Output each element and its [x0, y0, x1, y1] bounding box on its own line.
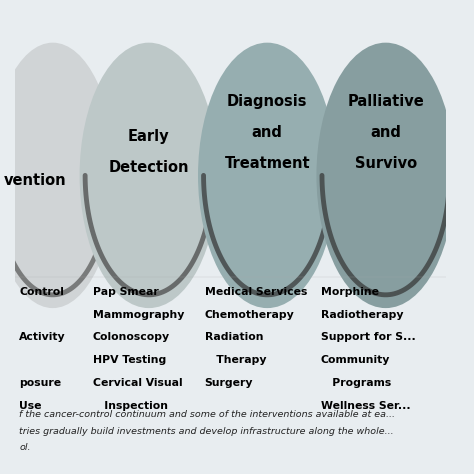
- Text: Radiation: Radiation: [205, 332, 263, 342]
- Text: Therapy: Therapy: [205, 355, 266, 365]
- Text: Early: Early: [128, 129, 170, 144]
- Text: f the cancer-control continuum and some of the interventions available at ea...: f the cancer-control continuum and some …: [19, 410, 395, 419]
- Text: Wellness Ser...: Wellness Ser...: [321, 401, 410, 410]
- Text: Morphine: Morphine: [321, 287, 379, 297]
- Text: Colonoscopy: Colonoscopy: [93, 332, 170, 342]
- Text: Pap Smear: Pap Smear: [93, 287, 159, 297]
- Text: Survivo: Survivo: [355, 156, 417, 171]
- Text: Inspection: Inspection: [93, 401, 168, 410]
- Ellipse shape: [80, 43, 218, 308]
- Text: Control: Control: [19, 287, 64, 297]
- Ellipse shape: [0, 43, 115, 308]
- Text: and: and: [252, 125, 283, 140]
- Text: Use: Use: [19, 401, 42, 410]
- Text: Mammography: Mammography: [93, 310, 184, 319]
- Ellipse shape: [317, 43, 455, 308]
- Text: HPV Testing: HPV Testing: [93, 355, 166, 365]
- Text: Palliative: Palliative: [347, 94, 424, 109]
- Text: Support for S...: Support for S...: [321, 332, 416, 342]
- Text: Treatment: Treatment: [225, 156, 310, 171]
- Text: tries gradually build investments and develop infrastructure along the whole...: tries gradually build investments and de…: [19, 427, 394, 436]
- Text: Detection: Detection: [109, 160, 189, 174]
- Text: Surgery: Surgery: [205, 378, 253, 388]
- Text: Medical Services: Medical Services: [205, 287, 307, 297]
- Text: Diagnosis: Diagnosis: [227, 94, 308, 109]
- Text: posure: posure: [19, 378, 61, 388]
- Text: Programs: Programs: [321, 378, 391, 388]
- Text: Activity: Activity: [19, 332, 66, 342]
- Bar: [10, 0, 15, 474]
- Bar: [15, 0, 462, 38]
- Text: vention: vention: [4, 173, 66, 188]
- Text: and: and: [370, 125, 401, 140]
- Text: Cervical Visual: Cervical Visual: [93, 378, 182, 388]
- Text: Community: Community: [321, 355, 390, 365]
- Text: Chemotherapy: Chemotherapy: [205, 310, 294, 319]
- Ellipse shape: [198, 43, 337, 308]
- Text: ol.: ol.: [19, 443, 31, 452]
- Bar: [446, 24, 464, 308]
- Text: Radiotherapy: Radiotherapy: [321, 310, 403, 319]
